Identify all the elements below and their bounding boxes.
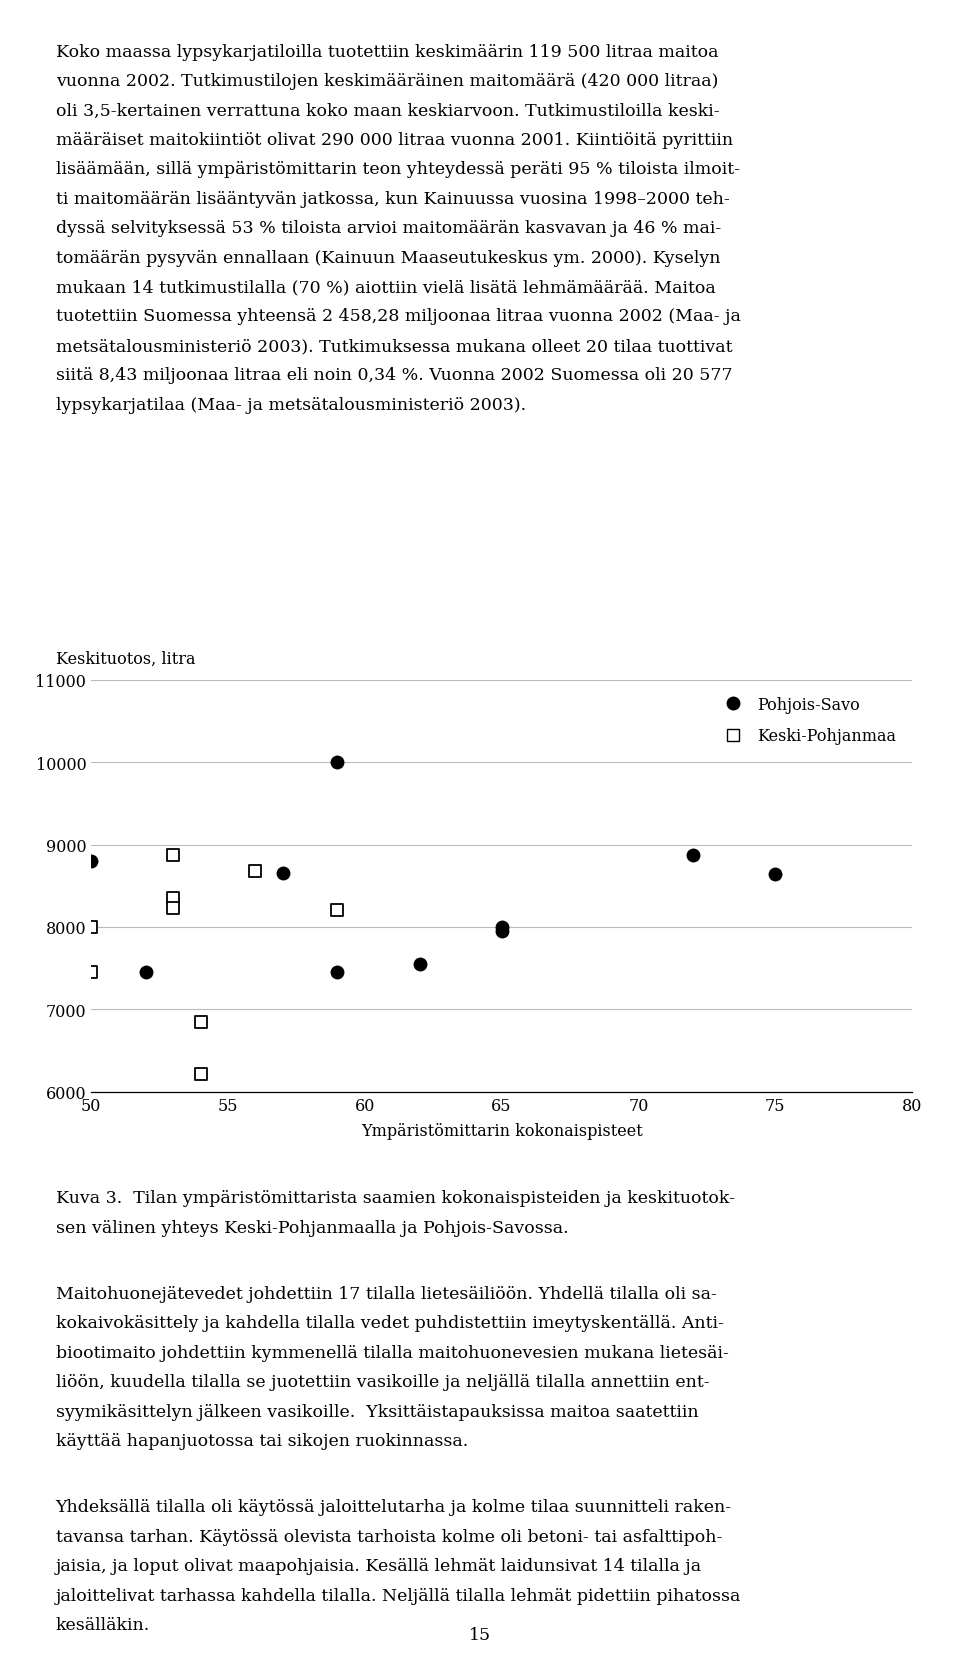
- Point: [768, 862, 783, 889]
- Point: [193, 1008, 208, 1035]
- Text: liöön, kuudella tilalla se juotettiin vasikoille ja neljällä tilalla annettiin e: liöön, kuudella tilalla se juotettiin va…: [56, 1374, 709, 1391]
- Point: [84, 914, 99, 941]
- Point: [193, 1060, 208, 1087]
- Text: mukaan 14 tutkimustilalla (70 %) aiottiin vielä lisätä lehmämäärää. Maitoa: mukaan 14 tutkimustilalla (70 %) aiottii…: [56, 279, 715, 296]
- Point: [412, 951, 427, 978]
- Point: [138, 959, 154, 986]
- Legend: Pohjois-Savo, Keski-Pohjanmaa: Pohjois-Savo, Keski-Pohjanmaa: [709, 689, 904, 753]
- Point: [276, 860, 291, 887]
- Point: [330, 749, 346, 776]
- Text: biootimaito johdettiin kymmenellä tilalla maitohuonevesien mukana lietesäi-: biootimaito johdettiin kymmenellä tilall…: [56, 1344, 729, 1361]
- Text: tomäärän pysyvän ennallaan (Kainuun Maaseutukeskus ym. 2000). Kyselyn: tomäärän pysyvän ennallaan (Kainuun Maas…: [56, 250, 720, 267]
- Text: tavansa tarhan. Käytössä olevista tarhoista kolme oli betoni- tai asfalttipoh-: tavansa tarhan. Käytössä olevista tarhoi…: [56, 1529, 722, 1546]
- X-axis label: Ympäristömittarin kokonaispisteet: Ympäristömittarin kokonaispisteet: [361, 1122, 642, 1139]
- Point: [165, 885, 180, 912]
- Text: tuotettiin Suomessa yhteensä 2 458,28 miljoonaa litraa vuonna 2002 (Maa- ja: tuotettiin Suomessa yhteensä 2 458,28 mi…: [56, 309, 740, 326]
- Point: [248, 858, 263, 885]
- Text: oli 3,5-kertainen verrattuna koko maan keskiarvoon. Tutkimustiloilla keski-: oli 3,5-kertainen verrattuna koko maan k…: [56, 102, 719, 119]
- Text: syymikäsittelyn jälkeen vasikoille.  Yksittäistapauksissa maitoa saatettiin: syymikäsittelyn jälkeen vasikoille. Yksi…: [56, 1403, 698, 1420]
- Text: Maitohuonejätevedet johdettiin 17 tilalla lietesäiliöön. Yhdellä tilalla oli sa-: Maitohuonejätevedet johdettiin 17 tilall…: [56, 1285, 716, 1302]
- Text: Yhdeksällä tilalla oli käytössä jaloittelutarha ja kolme tilaa suunnitteli raken: Yhdeksällä tilalla oli käytössä jaloitte…: [56, 1499, 732, 1515]
- Text: lypsykarjatilaa (Maa- ja metsätalousministeriö 2003).: lypsykarjatilaa (Maa- ja metsätalousmini…: [56, 396, 526, 413]
- Point: [84, 959, 99, 986]
- Text: sen välinen yhteys Keski-Pohjanmaalla ja Pohjois-Savossa.: sen välinen yhteys Keski-Pohjanmaalla ja…: [56, 1220, 568, 1236]
- Text: vuonna 2002. Tutkimustilojen keskimääräinen maitomäärä (420 000 litraa): vuonna 2002. Tutkimustilojen keskimääräi…: [56, 74, 718, 91]
- Text: jaloittelivat tarhassa kahdella tilalla. Neljällä tilalla lehmät pidettiin pihat: jaloittelivat tarhassa kahdella tilalla.…: [56, 1586, 741, 1604]
- Point: [330, 897, 346, 924]
- Text: ti maitomäärän lisääntyvän jatkossa, kun Kainuussa vuosina 1998–2000 teh-: ti maitomäärän lisääntyvän jatkossa, kun…: [56, 192, 730, 208]
- Text: siitä 8,43 miljoonaa litraa eli noin 0,34 %. Vuonna 2002 Suomessa oli 20 577: siitä 8,43 miljoonaa litraa eli noin 0,3…: [56, 368, 732, 385]
- Text: Koko maassa lypsykarjatiloilla tuotettiin keskimäärin 119 500 litraa maitoa: Koko maassa lypsykarjatiloilla tuotettii…: [56, 44, 718, 60]
- Point: [493, 914, 509, 941]
- Text: jaisia, ja loput olivat maapohjaisia. Kesällä lehmät laidunsivat 14 tilalla ja: jaisia, ja loput olivat maapohjaisia. Ke…: [56, 1557, 702, 1574]
- Text: käyttää hapanjuotossa tai sikojen ruokinnassa.: käyttää hapanjuotossa tai sikojen ruokin…: [56, 1431, 468, 1450]
- Text: lisäämään, sillä ympäristömittarin teon yhteydessä peräti 95 % tiloista ilmoit-: lisäämään, sillä ympäristömittarin teon …: [56, 161, 739, 178]
- Text: 15: 15: [468, 1626, 492, 1643]
- Text: kesälläkin.: kesälläkin.: [56, 1616, 150, 1633]
- Point: [493, 917, 509, 944]
- Text: dyssä selvityksessä 53 % tiloista arvioi maitomäärän kasvavan ja 46 % mai-: dyssä selvityksessä 53 % tiloista arvioi…: [56, 220, 721, 237]
- Text: kokaivokäsittely ja kahdella tilalla vedet puhdistettiin imeytyskentällä. Anti-: kokaivokäsittely ja kahdella tilalla ved…: [56, 1314, 724, 1332]
- Point: [165, 895, 180, 922]
- Point: [84, 848, 99, 875]
- Point: [330, 959, 346, 986]
- Point: [165, 842, 180, 869]
- Text: Kuva 3.  Tilan ympäristömittarista saamien kokonaispisteiden ja keskituotok-: Kuva 3. Tilan ympäristömittarista saamie…: [56, 1189, 734, 1206]
- Point: [685, 842, 701, 869]
- Text: metsätalousministeriö 2003). Tutkimuksessa mukana olleet 20 tilaa tuottivat: metsätalousministeriö 2003). Tutkimukses…: [56, 338, 732, 354]
- Text: Keskituotos, litra: Keskituotos, litra: [56, 650, 195, 667]
- Text: määräiset maitokiintiöt olivat 290 000 litraa vuonna 2001. Kiintiöitä pyrittiin: määräiset maitokiintiöt olivat 290 000 l…: [56, 133, 732, 150]
